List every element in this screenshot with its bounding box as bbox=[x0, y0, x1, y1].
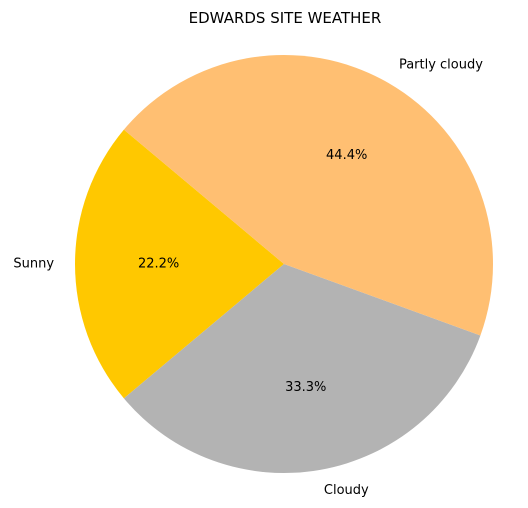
pct-label-partly-cloudy: 44.4% bbox=[326, 148, 367, 163]
slice-label-cloudy: Cloudy bbox=[324, 483, 369, 498]
pct-label-cloudy: 33.3% bbox=[285, 380, 326, 395]
pie-slice-cloudy bbox=[123, 264, 481, 473]
pie-slice-sunny bbox=[75, 129, 284, 399]
pie-slice-partly-cloudy bbox=[123, 55, 494, 336]
pie-slices bbox=[75, 55, 494, 473]
chart-title: EDWARDS SITE WEATHER bbox=[189, 9, 382, 27]
slice-label-sunny: Sunny bbox=[13, 257, 54, 272]
slice-label-partly-cloudy: Partly cloudy bbox=[399, 57, 483, 72]
pie-labels: Sunny 22.2% Cloudy 33.3% Partly cloudy 44.4% bbox=[13, 57, 483, 498]
pct-label-sunny: 22.2% bbox=[138, 257, 179, 272]
